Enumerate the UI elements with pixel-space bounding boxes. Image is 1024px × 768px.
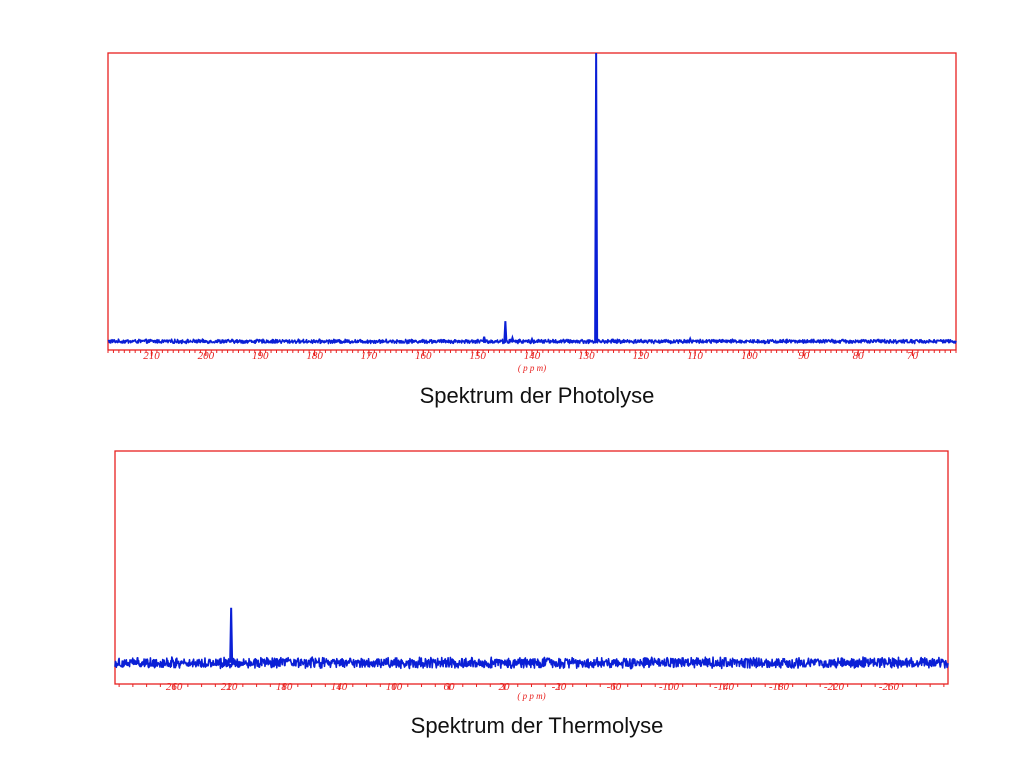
minor-ticks <box>118 684 945 687</box>
x-tick-label: 140 <box>524 350 541 362</box>
thermolysis-spectrum-chart: 260 220 180 140 100 60 20 -20 -60 -100 -140 -180 -22… <box>114 450 949 701</box>
plot-frame <box>114 450 949 685</box>
x-tick-label: 60 <box>444 681 456 693</box>
x-tick-label: -100 <box>659 681 680 693</box>
x-tick-label: 200 <box>198 350 215 362</box>
x-tick-label: 170 <box>361 350 378 362</box>
x-axis-label: ( p p m) <box>518 363 546 373</box>
x-tick-label: 70 <box>907 350 919 362</box>
spectrum-baseline <box>114 656 949 670</box>
x-tick-label: -180 <box>769 681 790 693</box>
spectrum-peak <box>510 334 515 342</box>
x-tick-label: 20 <box>499 681 511 693</box>
spectrum-peak <box>594 52 599 342</box>
x-tick-label: 140 <box>331 681 348 693</box>
x-tick-label: 100 <box>386 681 403 693</box>
x-tick-label: 180 <box>306 350 323 362</box>
x-tick-label: 180 <box>276 681 293 693</box>
thermolysis-caption: Spektrum der Thermolyse <box>410 713 664 738</box>
x-tick-label: 160 <box>415 350 432 362</box>
x-tick-label: 150 <box>469 350 486 362</box>
x-axis-label: ( p p m) <box>517 691 545 701</box>
x-tick-label: -220 <box>824 681 845 693</box>
x-tick-label: -260 <box>879 681 900 693</box>
x-tick-label: 210 <box>143 350 160 362</box>
x-tick-label: 130 <box>578 350 595 362</box>
x-tick-label: 110 <box>687 350 703 362</box>
spectrum-peak <box>688 335 693 342</box>
spectrum-peak <box>530 336 534 342</box>
photolysis-caption: Spektrum der Photolyse <box>419 383 655 408</box>
x-tick-label: 100 <box>741 350 758 362</box>
x-tick-label: 220 <box>221 681 238 693</box>
x-tick-label: 120 <box>632 350 649 362</box>
x-tick-label: -140 <box>714 681 735 693</box>
spectrum-peak <box>482 336 487 342</box>
x-tick-label: 90 <box>798 350 810 362</box>
spectrum-peak <box>229 607 234 663</box>
plot-frame <box>107 52 957 351</box>
x-tick-label: 80 <box>853 350 865 362</box>
x-tick-label: -20 <box>552 681 567 693</box>
x-tick-label: 260 <box>166 681 183 693</box>
x-tick-label: 190 <box>252 350 269 362</box>
photolysis-spectrum-chart: 210 200 190 180 170 160 150 140 130 120 110 100 90 80… <box>107 52 957 373</box>
spectrum-peak <box>503 321 508 342</box>
x-tick-label: -60 <box>607 681 622 693</box>
